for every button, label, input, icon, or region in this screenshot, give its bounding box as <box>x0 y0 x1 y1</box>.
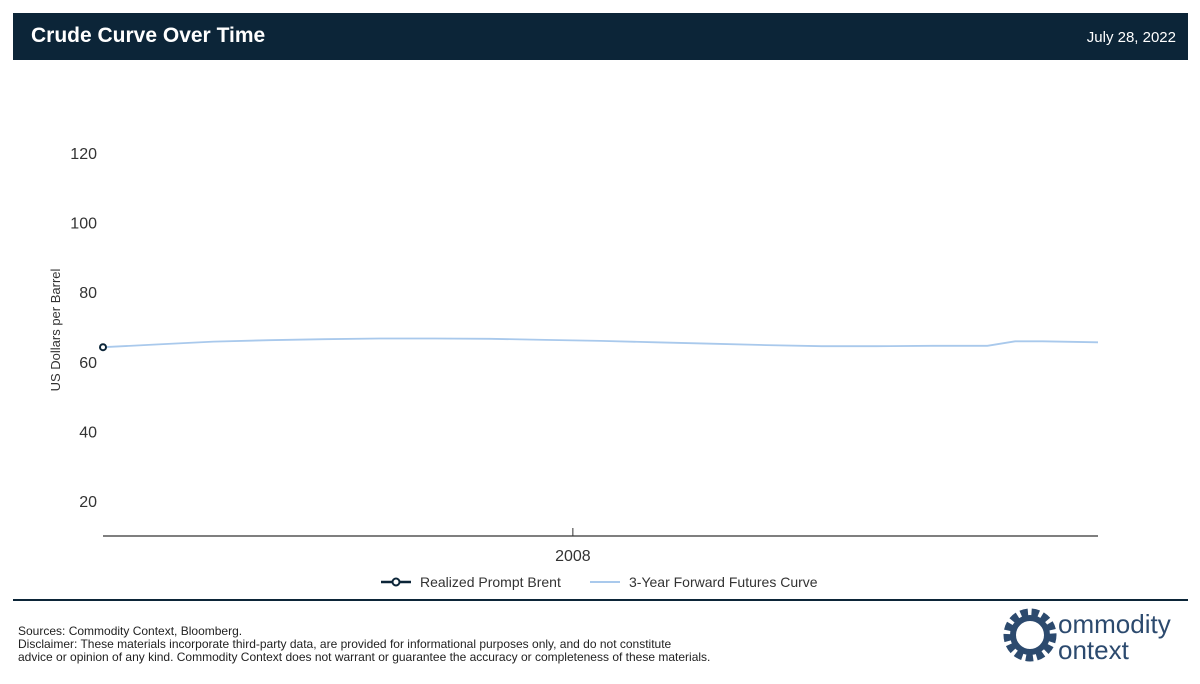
y-tick-label: 40 <box>79 425 97 442</box>
x-tick-label: 2008 <box>555 548 591 565</box>
y-tick-label: 20 <box>79 494 97 511</box>
series-point-realized-brent <box>99 343 107 352</box>
logo-text-line-2: ontext <box>1058 635 1130 665</box>
series-line-forward-curve <box>102 337 1099 349</box>
y-tick-label: 60 <box>79 355 97 372</box>
legend-marker-realized <box>391 577 401 587</box>
commodity-context-logo: ommodity ontext <box>1003 608 1171 665</box>
gear-icon <box>1003 608 1057 662</box>
crude-curve-chart: 20 40 60 80 100 120 2008 US Dollars per Barrel R… <box>48 146 1099 590</box>
y-tick-label: 120 <box>70 146 97 163</box>
legend-label-realized: Realized Prompt Brent <box>420 574 561 590</box>
footer: Sources: Commodity Context, Bloomberg. D… <box>18 625 710 664</box>
logo-text-line-1: ommodity <box>1058 609 1171 639</box>
y-tick-label: 100 <box>70 216 97 233</box>
report-date: July 28, 2022 <box>1086 29 1176 46</box>
disclaimer-line-1: Disclaimer: These materials incorporate … <box>18 637 672 651</box>
header-bar: Crude Curve Over Time July 28, 2022 <box>13 13 1188 60</box>
sources-text: Sources: Commodity Context, Bloomberg. <box>18 624 243 638</box>
footer-divider <box>13 599 1188 601</box>
y-axis-label: US Dollars per Barrel <box>48 268 63 391</box>
legend-label-forward: 3-Year Forward Futures Curve <box>629 574 818 590</box>
y-tick-label: 80 <box>79 285 97 302</box>
disclaimer-line-2: advice or opinion of any kind. Commodity… <box>18 650 711 664</box>
chart-title: Crude Curve Over Time <box>31 24 266 47</box>
